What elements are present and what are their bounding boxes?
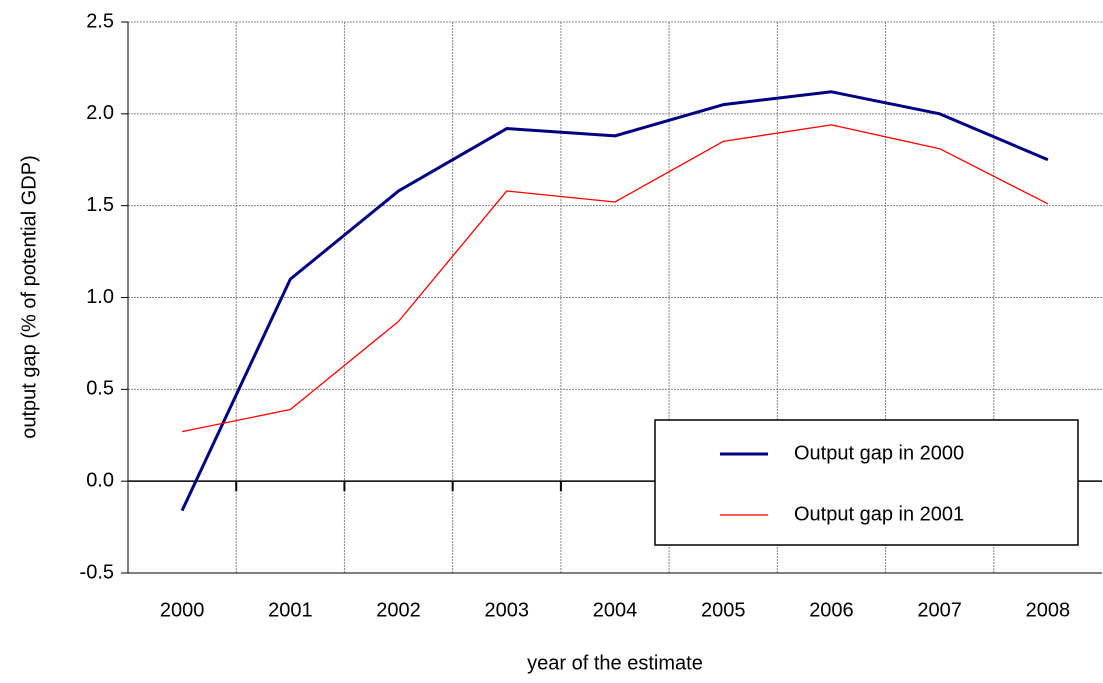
x-tick-label: 2002 [376, 599, 421, 621]
x-tick-label: 2001 [268, 599, 313, 621]
y-tick-label: 0.5 [86, 378, 114, 400]
y-tick-label: 0.0 [86, 469, 114, 491]
legend-box [654, 419, 1079, 546]
x-axis-label: year of the estimate [527, 652, 703, 674]
x-tick-label: 2006 [809, 599, 854, 621]
legend-label: Output gap in 2000 [794, 442, 964, 464]
x-tick-label: 2003 [485, 599, 530, 621]
x-tick-label: 2008 [1026, 599, 1071, 621]
x-tick-label: 2005 [701, 599, 746, 621]
y-axis-label: output gap (% of potential GDP) [18, 155, 40, 439]
legend-label: Output gap in 2001 [794, 503, 964, 525]
y-tick-label: 1.5 [86, 194, 114, 216]
x-tick-label: 2004 [593, 599, 638, 621]
x-tick-label: 2007 [917, 599, 962, 621]
series-line [181, 124, 1049, 433]
y-tick-label: 2.0 [86, 102, 114, 124]
series-line [180, 90, 1049, 512]
y-tick-label: 2.5 [86, 10, 114, 32]
y-tick-label: -0.5 [80, 561, 114, 583]
y-tick-label: 1.0 [86, 286, 114, 308]
x-tick-label: 2000 [160, 599, 205, 621]
